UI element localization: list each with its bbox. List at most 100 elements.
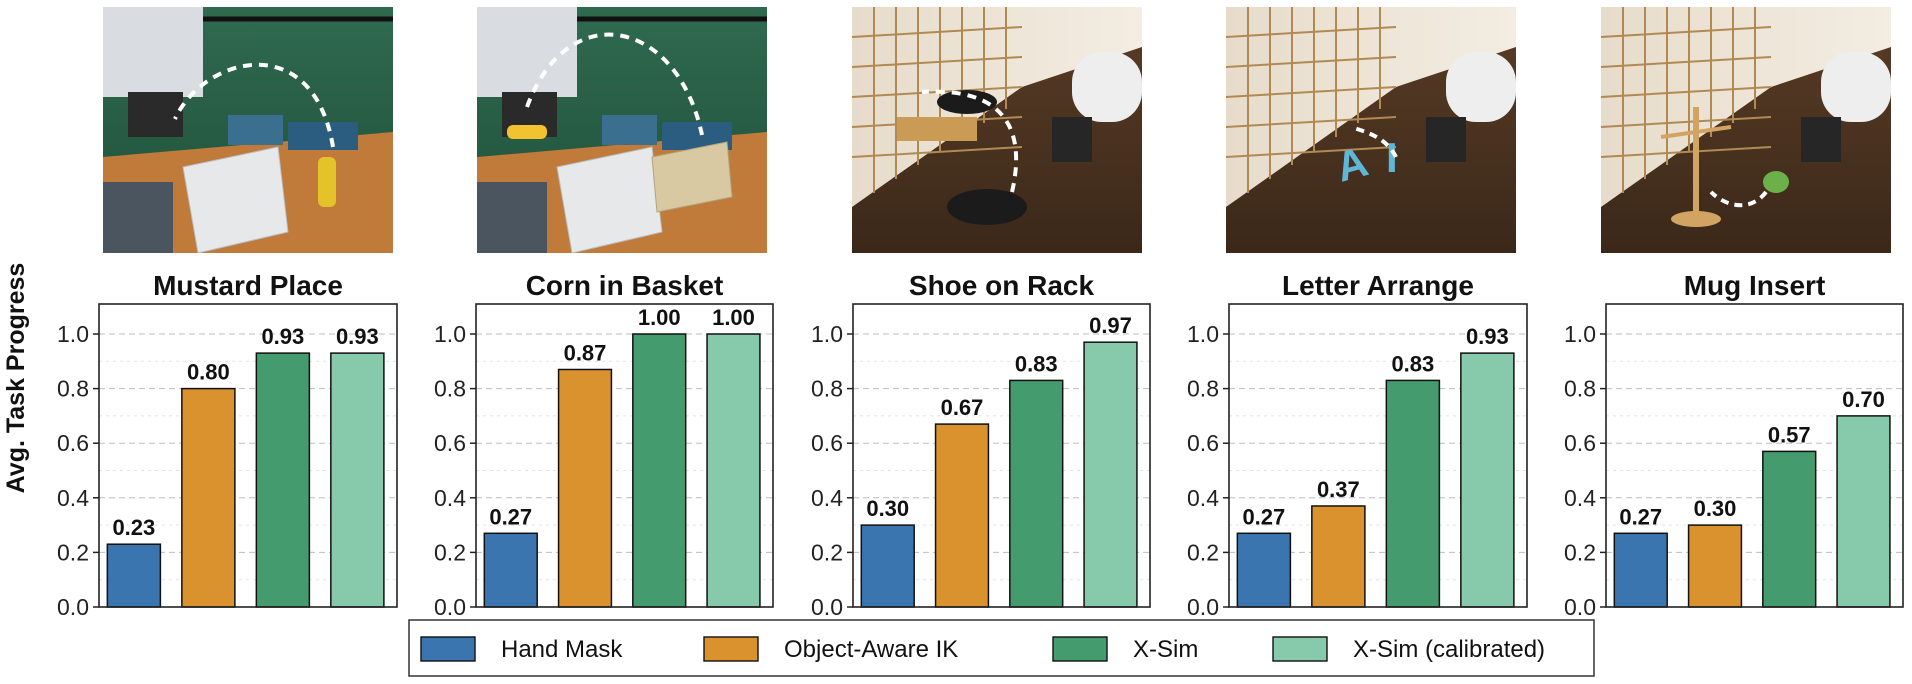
bar-value-label: 0.87 <box>564 340 607 365</box>
bar <box>1236 532 1292 608</box>
chart-panel: Shoe on Rack 0.0 0.2 0.4 0.6 0.8 1.0 0.30 0.67 0.… <box>811 270 1151 620</box>
bar <box>1836 415 1891 608</box>
chart-title: Mug Insert <box>1684 270 1826 301</box>
legend-swatch <box>420 636 476 662</box>
y-tick-label: 1.0 <box>434 321 466 347</box>
y-tick-label: 0.0 <box>1564 594 1596 620</box>
bar-value-label: 0.27 <box>1242 504 1285 529</box>
chart-panels: Mustard Place 0.0 0.2 0.4 0.6 0.8 1.0 0.23 0.80 0… <box>57 270 1904 620</box>
bar-value-label: 0.30 <box>866 496 909 521</box>
task-photo <box>1601 7 1891 253</box>
task-photo <box>477 7 767 253</box>
legend-swatch <box>1272 636 1328 662</box>
chart-title: Mustard Place <box>153 270 343 301</box>
bar <box>1385 379 1441 608</box>
y-tick-label: 1.0 <box>57 321 89 347</box>
legend-frame <box>408 619 1595 677</box>
y-tick-label: 0.2 <box>811 539 843 565</box>
bar-value-label: 0.83 <box>1015 351 1058 376</box>
y-tick-label: 0.0 <box>1187 594 1219 620</box>
y-tick-label: 0.6 <box>434 430 466 456</box>
bar-value-label: 0.27 <box>1619 504 1662 529</box>
bar <box>255 352 311 608</box>
task-photo <box>852 7 1142 253</box>
bar-value-label: 0.80 <box>187 360 230 385</box>
bar <box>706 333 761 608</box>
y-tick-label: 0.4 <box>434 485 466 511</box>
legend-label: Object-Aware IK <box>784 636 958 663</box>
chart-title: Shoe on Rack <box>909 270 1095 301</box>
y-tick-label: 0.2 <box>1187 539 1219 565</box>
bar-value-label: 0.30 <box>1694 496 1737 521</box>
bar-value-label: 0.93 <box>1466 324 1509 349</box>
chart-title: Corn in Basket <box>526 270 724 301</box>
y-tick-label: 0.2 <box>57 539 89 565</box>
bar-value-label: 0.70 <box>1842 387 1885 412</box>
y-tick-label: 0.2 <box>434 539 466 565</box>
svg-text:I: I <box>1386 134 1398 181</box>
y-tick-label: 0.2 <box>1564 539 1596 565</box>
chart-panel: Mug Insert 0.0 0.2 0.4 0.6 0.8 1.0 0.27 0.30 0.57… <box>1564 270 1904 620</box>
bar <box>934 423 990 608</box>
legend-swatch <box>1052 636 1108 662</box>
bar <box>632 333 687 608</box>
legend-label: X-Sim (calibrated) <box>1353 636 1545 663</box>
y-tick-label: 0.4 <box>1187 485 1219 511</box>
y-tick-label: 0.4 <box>57 485 89 511</box>
chart-panel: Corn in Basket 0.0 0.2 0.4 0.6 0.8 1.0 0.27 0.87… <box>434 270 774 620</box>
plot-frame <box>852 303 1151 608</box>
chart-panel: Mustard Place 0.0 0.2 0.4 0.6 0.8 1.0 0.23 0.80 0… <box>57 270 398 620</box>
bar <box>181 387 236 608</box>
bar <box>1083 341 1138 608</box>
y-tick-label: 0.4 <box>1564 485 1596 511</box>
y-tick-label: 0.6 <box>1187 430 1219 456</box>
bar-value-label: 0.67 <box>941 395 984 420</box>
bar-value-label: 0.83 <box>1391 351 1434 376</box>
legend-label: X-Sim <box>1133 636 1198 663</box>
bar <box>1687 524 1743 608</box>
bar <box>860 524 915 608</box>
bar-value-label: 0.23 <box>112 515 155 540</box>
y-tick-label: 0.6 <box>57 430 89 456</box>
bar-value-label: 0.57 <box>1768 422 1811 447</box>
y-tick-label: 0.6 <box>1564 430 1596 456</box>
y-tick-label: 0.0 <box>811 594 843 620</box>
task-photo <box>103 7 393 253</box>
bar <box>1613 532 1668 608</box>
y-tick-label: 0.0 <box>434 594 466 620</box>
plot-frame <box>1605 303 1904 608</box>
y-axis-label: Avg. Task Progress <box>2 263 30 494</box>
bar-value-label: 0.93 <box>261 324 304 349</box>
bar <box>1460 352 1515 608</box>
chart-title: Letter Arrange <box>1282 270 1474 301</box>
y-tick-label: 1.0 <box>811 321 843 347</box>
plot-frame <box>1228 303 1528 608</box>
y-tick-label: 0.6 <box>811 430 843 456</box>
bar <box>1311 505 1366 608</box>
y-tick-label: 0.0 <box>57 594 89 620</box>
y-tick-label: 0.8 <box>1187 376 1219 402</box>
bar-value-label: 1.00 <box>712 305 755 330</box>
chart-panel: Letter Arrange 0.0 0.2 0.4 0.6 0.8 1.0 0.27 0.37… <box>1187 270 1528 620</box>
y-tick-label: 0.8 <box>811 376 843 402</box>
y-tick-label: 0.8 <box>1564 376 1596 402</box>
y-tick-label: 1.0 <box>1564 321 1596 347</box>
legend-label: Hand Mask <box>501 636 623 663</box>
bar <box>1009 379 1064 608</box>
plot-frame <box>475 303 774 608</box>
bar-value-label: 0.37 <box>1317 477 1360 502</box>
bar-value-label: 0.93 <box>336 324 379 349</box>
bar-value-label: 1.00 <box>638 305 681 330</box>
bar-value-label: 0.27 <box>489 504 532 529</box>
bar-value-label: 0.97 <box>1089 313 1132 338</box>
bar <box>1762 450 1817 608</box>
bar <box>483 532 538 608</box>
bar <box>557 368 613 608</box>
plot-frame <box>98 303 398 608</box>
y-tick-label: 0.8 <box>434 376 466 402</box>
y-tick-label: 1.0 <box>1187 321 1219 347</box>
legend-swatch <box>703 636 759 662</box>
